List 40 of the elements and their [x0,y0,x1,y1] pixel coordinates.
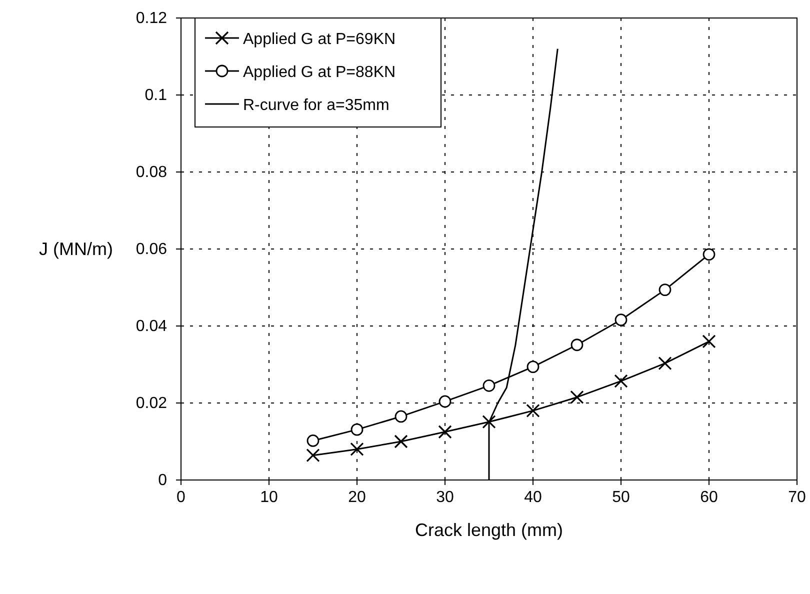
y-tick-label: 0.1 [144,87,168,104]
point [350,442,364,456]
point [482,415,496,429]
point [438,395,452,408]
x-tick-label: 40 [524,489,542,506]
legend-label: Applied G at P=69KN [243,31,396,48]
y-tick-label: 0.12 [136,10,168,27]
x-tick-label: 60 [700,489,718,506]
x-tick-label: 70 [788,489,806,506]
point [394,410,408,423]
legend-label: R-curve for a=35mm [243,97,390,114]
point [702,248,716,261]
point [526,404,540,418]
point [438,425,452,439]
x-tick-label: 50 [612,489,630,506]
y-axis-title: J (MN/m) [39,239,113,259]
x-axis-title: Crack length (mm) [414,520,564,540]
point [658,356,672,370]
y-tick-label: 0 [158,472,168,489]
point [306,448,320,462]
point [350,423,364,436]
point [702,334,716,348]
x-tick-label: 0 [176,489,186,506]
point [614,314,628,326]
y-tick-label: 0.04 [136,318,168,335]
y-tick-label: 0.02 [136,395,168,412]
point [570,338,584,352]
point [614,374,628,388]
x-tick-label: 20 [348,489,366,506]
point [658,284,672,296]
point [570,390,584,404]
x-tick-label: 10 [260,489,278,506]
point [482,379,496,392]
y-tick-label: 0.06 [136,241,168,258]
point [394,434,408,448]
y-tick-label: 0.08 [136,164,168,181]
point [526,360,540,374]
point [306,434,320,447]
x-tick-label: 30 [436,489,454,506]
legend-label: Applied G at P=88KN [243,64,396,81]
